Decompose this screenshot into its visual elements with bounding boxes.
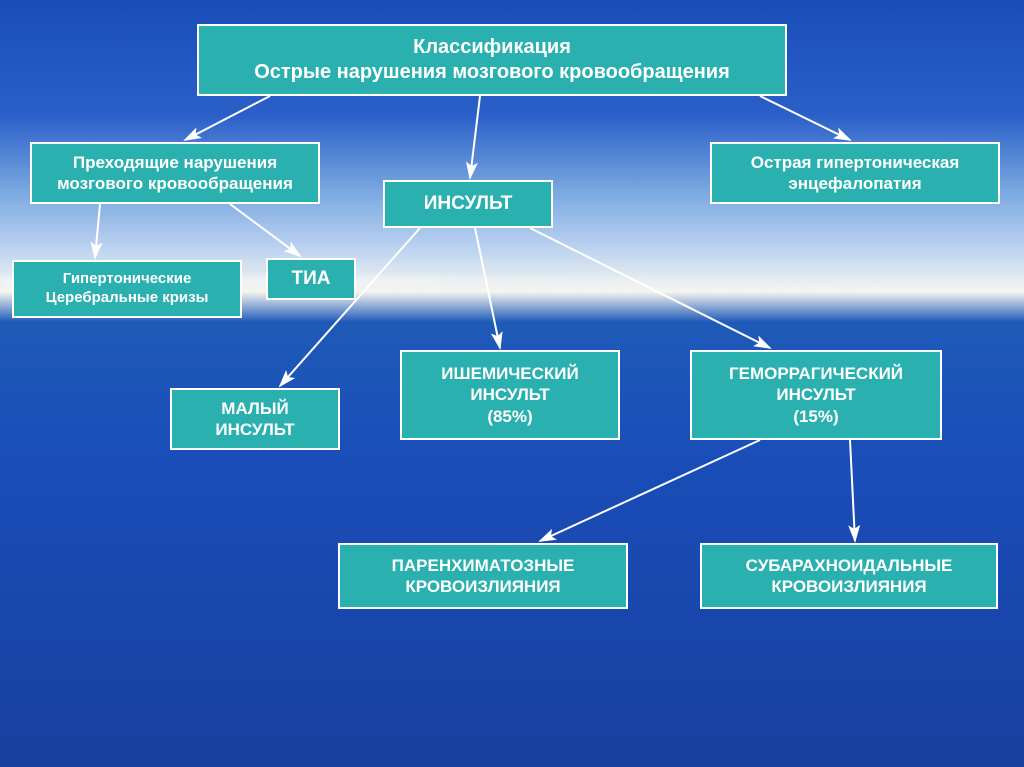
- node-root: КлассификацияОстрые нарушения мозгового …: [197, 24, 787, 96]
- node-transient: Преходящие нарушениямозгового кровообращ…: [30, 142, 320, 204]
- edge-stroke-to-minor: [280, 228, 420, 386]
- node-hemorrhagic-line: (15%): [793, 406, 838, 427]
- node-transient-line: мозгового кровообращения: [57, 173, 293, 194]
- node-transient-line: Преходящие нарушения: [73, 152, 277, 173]
- edge-stroke-to-hemorrhagic: [530, 228, 770, 348]
- node-ischemic-line: ИШЕМИЧЕСКИЙ: [441, 363, 578, 384]
- node-hemorrhagic-line: ГЕМОРРАГИЧЕСКИЙ: [729, 363, 903, 384]
- node-hyperenc-line: Острая гипертоническая: [751, 152, 960, 173]
- node-ischemic-line: (85%): [487, 406, 532, 427]
- node-ischemic: ИШЕМИЧЕСКИЙИНСУЛЬТ(85%): [400, 350, 620, 440]
- node-hyperenc: Острая гипертоническаяэнцефалопатия: [710, 142, 1000, 204]
- node-minor: МАЛЫЙИНСУЛЬТ: [170, 388, 340, 450]
- node-minor-line: МАЛЫЙ: [221, 398, 288, 419]
- edge-stroke-to-ischemic: [475, 228, 500, 348]
- node-subarach-line: СУБАРАХНОИДАЛЬНЫЕ: [746, 555, 953, 576]
- node-subarach: СУБАРАХНОИДАЛЬНЫЕКРОВОИЗЛИЯНИЯ: [700, 543, 998, 609]
- node-crisis-line: Гипертонические: [63, 270, 192, 289]
- node-tia-line: ТИА: [292, 267, 331, 291]
- node-parenchymal: ПАРЕНХИМАТОЗНЫЕКРОВОИЗЛИЯНИЯ: [338, 543, 628, 609]
- node-hyperenc-line: энцефалопатия: [788, 173, 921, 194]
- node-ischemic-line: ИНСУЛЬТ: [470, 384, 549, 405]
- edge-root-to-transient: [185, 96, 270, 140]
- node-subarach-line: КРОВОИЗЛИЯНИЯ: [771, 576, 926, 597]
- node-parenchymal-line: ПАРЕНХИМАТОЗНЫЕ: [392, 555, 575, 576]
- edge-root-to-hyperenc: [760, 96, 850, 140]
- edge-root-to-stroke: [470, 96, 480, 178]
- node-crisis: ГипертоническиеЦеребральные кризы: [12, 260, 242, 318]
- node-hemorrhagic-line: ИНСУЛЬТ: [776, 384, 855, 405]
- node-root-line: Классификация: [413, 35, 571, 60]
- edge-hemorrhagic-to-parenchymal: [540, 440, 760, 541]
- edge-transient-to-crisis: [95, 204, 100, 258]
- node-stroke-line: ИНСУЛЬТ: [424, 192, 513, 216]
- node-root-line: Острые нарушения мозгового кровообращени…: [254, 60, 730, 85]
- edge-transient-to-tia: [230, 204, 300, 256]
- node-stroke: ИНСУЛЬТ: [383, 180, 553, 228]
- node-parenchymal-line: КРОВОИЗЛИЯНИЯ: [405, 576, 560, 597]
- node-hemorrhagic: ГЕМОРРАГИЧЕСКИЙИНСУЛЬТ(15%): [690, 350, 942, 440]
- node-crisis-line: Церебральные кризы: [46, 289, 209, 308]
- node-minor-line: ИНСУЛЬТ: [215, 419, 294, 440]
- edge-hemorrhagic-to-subarach: [850, 440, 855, 541]
- node-tia: ТИА: [266, 258, 356, 300]
